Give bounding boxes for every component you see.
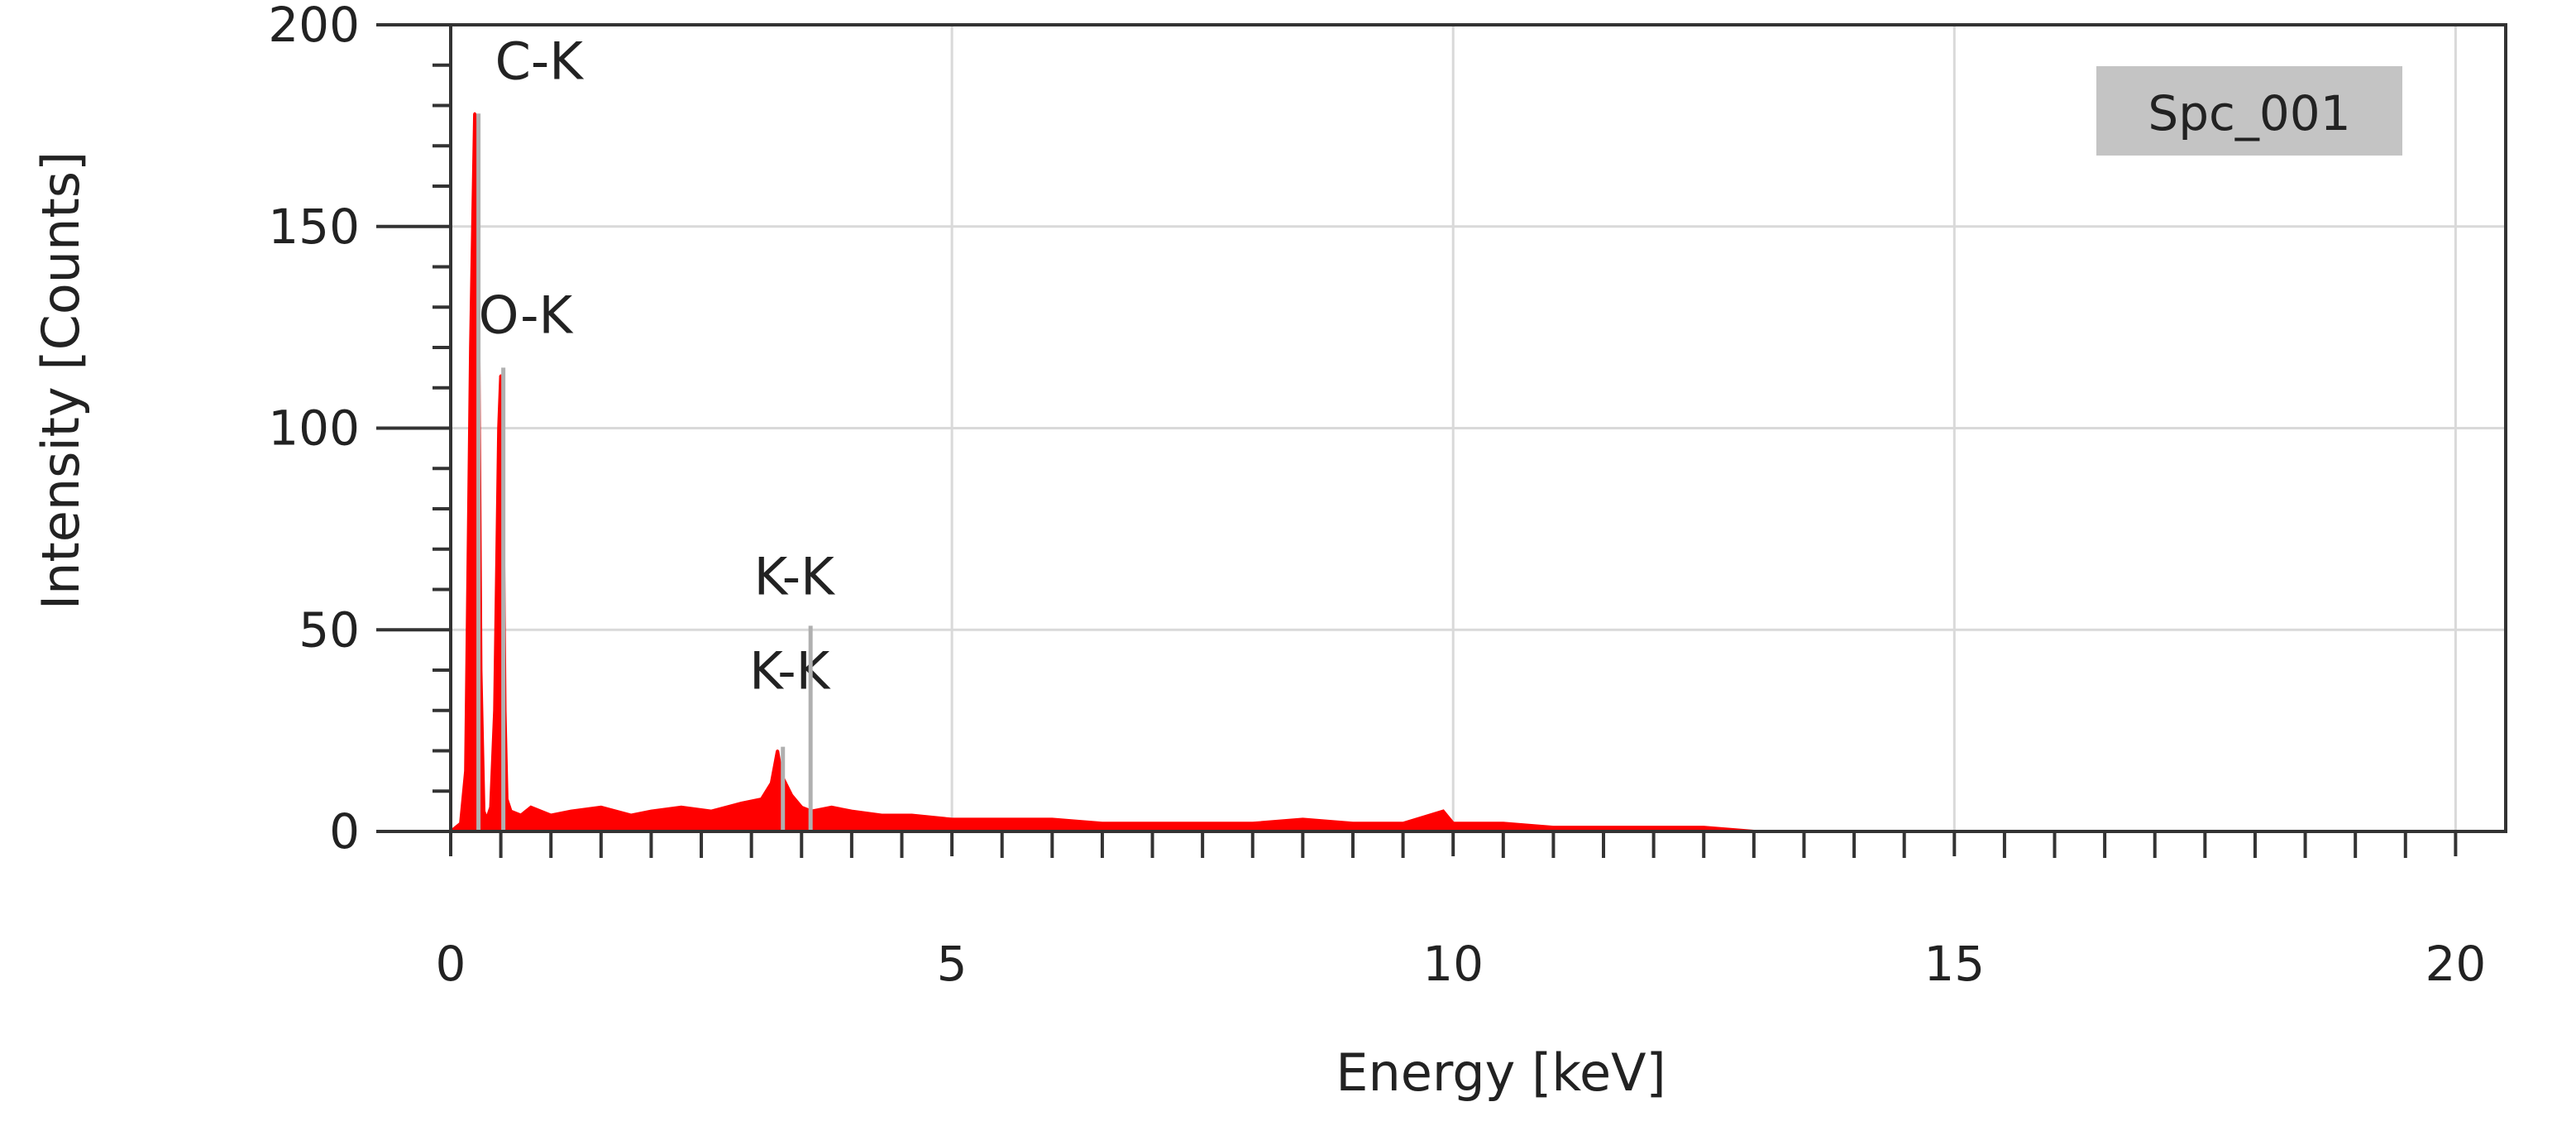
peak-label: C-K (495, 31, 585, 91)
x-tick-label: 20 (2425, 936, 2486, 992)
y-axis-title: Intensity [Counts] (31, 151, 91, 610)
legend-label: Spc_001 (2148, 85, 2350, 141)
spectrum-point (760, 798, 763, 801)
y-tick-labels: 0 50 100 150 200 (268, 0, 360, 860)
spectrum-point (776, 750, 779, 752)
y-tick-label: 50 (299, 601, 360, 658)
spectrum-point (950, 817, 953, 821)
spectrum-point (505, 798, 509, 801)
y-tick-label: 150 (268, 199, 360, 255)
spectrum-point (549, 814, 552, 817)
spectrum-point (880, 814, 883, 817)
peak-label: O-K (479, 285, 574, 345)
x-tick-label: 0 (436, 936, 466, 992)
spectrum-point (497, 427, 500, 429)
spectrum-point (1652, 826, 1656, 829)
spectrum-point (1551, 826, 1555, 829)
spectrum-point (800, 806, 803, 809)
spectrum-point (1201, 822, 1204, 825)
spectrum-point (485, 817, 489, 821)
spectrum-point (1451, 822, 1455, 825)
x-axis-title: Energy [keV] (1336, 1042, 1666, 1103)
spectrum-point (493, 709, 496, 712)
spectrum-point (740, 802, 743, 805)
spectrum-point (850, 810, 853, 813)
x-tick-label: 10 (1422, 936, 1484, 992)
y-tick-label: 100 (268, 400, 360, 457)
spectrum-point (1101, 822, 1104, 825)
plot-frame (449, 23, 2507, 833)
spectrum-point (1502, 822, 1505, 825)
spectrum-point (1001, 817, 1004, 821)
legend-box (2096, 66, 2402, 156)
spectrum-point (509, 810, 513, 813)
y-tick-label: 0 (329, 803, 360, 860)
spectrum-point (629, 814, 633, 817)
spectrum-point (1402, 822, 1405, 825)
spectrum-point (482, 810, 485, 813)
spectrum-point (600, 806, 603, 809)
major-ticks (376, 23, 2458, 856)
x-tick-label: 5 (937, 936, 968, 992)
spectrum-point (490, 806, 492, 809)
spectrum-point (469, 346, 472, 349)
marker-layer: C-K O-K K-K K-K (476, 31, 836, 831)
spectrum-point (1441, 810, 1445, 813)
spectrum-point (529, 806, 533, 809)
peak-label: K-K (754, 546, 836, 606)
legend: Spc_001 (2096, 66, 2402, 156)
spectrum-point (519, 814, 523, 817)
spectrum-point (1351, 822, 1355, 825)
spectrum-point (680, 806, 683, 809)
x-tick-labels: 0 5 10 15 20 (436, 936, 2487, 992)
spectrum-point (910, 814, 914, 817)
spectrum-point (1251, 822, 1255, 825)
spectrum-point (459, 822, 462, 825)
peak-label: K-K (749, 641, 831, 702)
spectrum-point (570, 810, 572, 813)
spectrum-point (1050, 817, 1054, 821)
spectrum-point (1702, 826, 1705, 829)
spectrum-point (790, 793, 793, 797)
spectrum-point (649, 810, 652, 813)
x-tick-label: 15 (1924, 936, 1985, 992)
spectrum-point (1602, 826, 1605, 829)
spectrum-point (1301, 817, 1304, 821)
spectrum-point (770, 782, 773, 784)
y-tick-label: 200 (268, 0, 360, 53)
minor-ticks (433, 63, 2407, 858)
spectrum-point (710, 810, 713, 813)
spectrum-point (464, 769, 467, 773)
spectrum-point (830, 806, 834, 809)
spectrum-point (1151, 822, 1154, 825)
spectrum-point (473, 112, 476, 115)
